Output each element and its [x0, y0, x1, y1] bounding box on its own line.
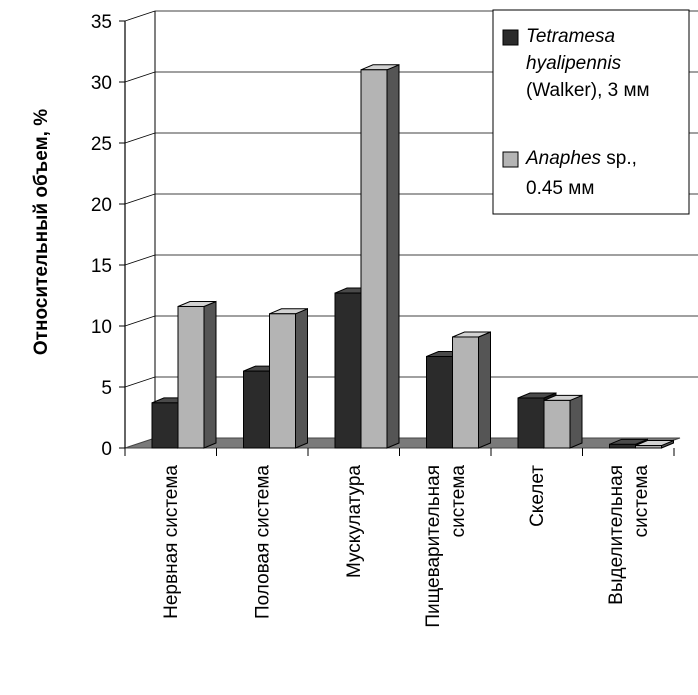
category-labels: Нервная система Половая система Мускулатур…	[161, 465, 652, 628]
category-label: Выделительная	[606, 465, 627, 605]
gridline-side	[124, 376, 156, 388]
bar-front	[269, 313, 296, 449]
y-tick-label: 5	[101, 378, 112, 399]
y-tick-label: 0	[101, 439, 112, 460]
gridline-side	[124, 10, 156, 22]
category-label: Пищеварительная	[423, 465, 444, 628]
y-tick-label: 25	[91, 134, 112, 155]
gridline-side	[124, 315, 156, 327]
category-label: Скелет	[527, 465, 548, 527]
category-label: Мускулатура	[344, 465, 365, 578]
bar	[452, 331, 491, 449]
bar-front	[517, 397, 545, 449]
legend-label: Anaphes sp.,	[525, 148, 637, 169]
bar-front	[151, 402, 179, 449]
gridline-side	[124, 132, 156, 144]
y-axis: 0 5 10 15 20 25 30 35	[91, 12, 675, 460]
gridline-side	[124, 254, 156, 266]
bar-side	[295, 308, 308, 449]
legend: Tetramesa hyalipennis (Walker), 3 мм Anaphe…	[492, 9, 690, 215]
bar	[269, 308, 308, 449]
bar-side	[386, 64, 400, 449]
category-label: Нервная система	[161, 465, 182, 619]
y-tick-label: 15	[91, 256, 112, 277]
gridline-side	[124, 71, 156, 83]
y-tick-label: 10	[91, 317, 112, 338]
bar-front	[334, 292, 362, 449]
bar	[635, 439, 674, 449]
legend-label: Tetramesa	[526, 26, 615, 47]
bar-front	[177, 305, 205, 449]
bar-front	[452, 336, 479, 449]
bar-side	[203, 300, 217, 449]
legend-items: Tetramesa hyalipennis (Walker), 3 мм Anaphe…	[502, 26, 650, 199]
y-tick-label: 30	[91, 73, 112, 94]
bar-side	[478, 331, 491, 449]
bar	[543, 394, 583, 449]
bar-side	[569, 394, 583, 449]
legend-label: (Walker), 3 мм	[526, 80, 650, 101]
category-label: Половая система	[252, 465, 273, 619]
y-tick-label: 35	[91, 12, 112, 33]
bar	[360, 64, 400, 449]
bar-front	[609, 443, 636, 449]
bars-layer	[151, 64, 674, 449]
bar-front	[543, 399, 571, 449]
y-tick-label: 20	[91, 195, 112, 216]
legend-swatch	[502, 29, 519, 46]
legend-swatch	[502, 151, 519, 168]
bar-front	[243, 370, 270, 449]
legend-label: hyalipennis	[526, 53, 622, 74]
y-axis-label: Относительный объем, %	[31, 109, 52, 355]
bar	[177, 300, 217, 449]
legend-label: 0.45 мм	[526, 178, 594, 199]
legend-box	[492, 9, 690, 215]
bar-front	[635, 445, 662, 449]
category-label: система	[448, 465, 469, 538]
bar-front	[360, 69, 388, 449]
gridline-side	[124, 193, 156, 205]
bar-front	[426, 356, 453, 449]
category-label: система	[631, 465, 652, 538]
